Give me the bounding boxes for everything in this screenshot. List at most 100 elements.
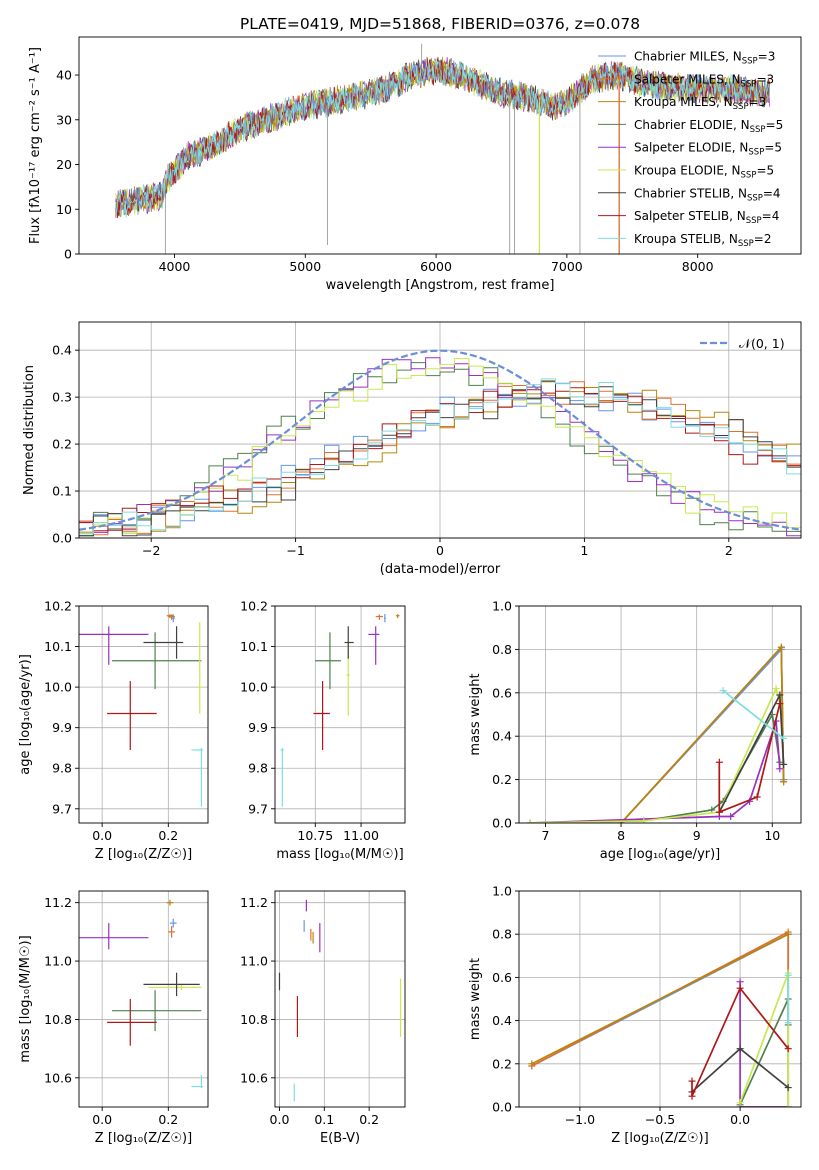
y-axis-label: mass weight <box>468 958 483 1040</box>
axes-frame <box>78 36 802 255</box>
x-axis-label: age [log₁₀(age/yr)] <box>600 847 721 862</box>
axes-frame <box>518 605 802 824</box>
normal-curve <box>79 349 801 531</box>
x-tick-label: 0.0 <box>270 1112 290 1127</box>
y-tick-label: 10 <box>56 202 72 217</box>
y-axis-label: mass weight <box>468 673 483 755</box>
y-tick-label: 0.0 <box>52 531 72 546</box>
x-tick-label: 7000 <box>551 259 583 274</box>
y-tick-label: 10.2 <box>240 599 268 614</box>
ebv_mass-panel: 0.0 0.1 0.2 10.6 10.8 11.0 11.2 E(B-V) <box>240 890 406 1146</box>
x-tick-label: 9 <box>693 828 701 843</box>
axes-frame <box>274 605 406 824</box>
x-axis-label: (data-model)/error <box>380 562 501 577</box>
y-tick-label: 0.2 <box>492 1056 512 1071</box>
x-tick-label: 1 <box>580 543 588 558</box>
figure-title: PLATE=0419, MJD=51868, FIBERID=0376, z=0… <box>240 15 640 33</box>
x-tick-label: 0 <box>436 543 444 558</box>
y-tick-label: 9.7 <box>52 801 72 816</box>
x-tick-label: 6000 <box>420 259 452 274</box>
y-tick-label: 10.8 <box>240 1012 268 1027</box>
y-tick-label: 1.0 <box>492 599 512 614</box>
mass_age-panel: 10.75 11.00 9.7 9.8 9.9 10.0 10.1 10.2 mass [log… <box>240 599 406 862</box>
x-tick-label: −1 <box>286 543 304 558</box>
axes-frame <box>274 890 406 1108</box>
x-axis-label: Z [log₁₀(Z/Z☉)] <box>611 1131 708 1146</box>
y-tick-label: 0.8 <box>492 927 512 942</box>
y-axis-label: age [log₁₀(age/yr)] <box>18 654 33 775</box>
x-tick-label: 10 <box>764 828 780 843</box>
x-axis-label: mass [log₁₀(M/M☉)] <box>276 847 403 862</box>
z_weight-panel: −1.0 −0.5 0.0 0.0 0.2 0.4 0.6 0.8 1.0 Z [log₁₀(Z/… <box>468 884 802 1146</box>
weight-line <box>739 998 790 1106</box>
x-tick-label: −1.0 <box>565 1112 595 1127</box>
x-tick-label: −0.5 <box>645 1112 675 1127</box>
axes-frame <box>78 605 209 824</box>
y-tick-label: 10.2 <box>44 599 72 614</box>
legend-label: Chabrier STELIB, NSSP=4 <box>634 186 781 203</box>
residuals-panel: −2 −1 0 1 2 0.0 0.1 0.2 0.3 0.4 (data-model)/error… <box>22 321 802 577</box>
age_weight-plot-area <box>526 643 788 823</box>
spectrum-line <box>115 57 770 218</box>
y-axis-label: mass [log₁₀(M/M☉)] <box>18 935 33 1062</box>
histogram-step <box>79 358 801 535</box>
spectrum-panel: 4000 5000 6000 7000 8000 0 10 20 30 40 wavelength … <box>28 36 802 293</box>
legend-label: 𝒩(0, 1) <box>739 336 785 351</box>
legend-label: Salpeter ELODIE, NSSP=5 <box>634 141 782 158</box>
weight-line <box>691 986 789 1097</box>
legend-label: Salpeter STELIB, NSSP=4 <box>634 209 779 226</box>
y-tick-label: 9.8 <box>52 761 72 776</box>
y-tick-label: 9.8 <box>248 761 268 776</box>
legend-label: Chabrier ELODIE, NSSP=5 <box>634 118 783 135</box>
y-tick-label: 0.8 <box>492 642 512 657</box>
x-axis-label: Z [log₁₀(Z/Z☉)] <box>95 1131 192 1146</box>
histogram-step <box>79 357 801 537</box>
y-tick-label: 10.6 <box>240 1070 268 1085</box>
y-tick-label: 11.0 <box>240 954 268 969</box>
weight-line <box>722 689 785 740</box>
y-tick-label: 0.4 <box>52 343 72 358</box>
spectrum-plot-area <box>115 43 770 254</box>
y-tick-label: 0.3 <box>52 390 72 405</box>
x-tick-label: 5000 <box>289 259 321 274</box>
y-tick-label: 10.0 <box>240 680 268 695</box>
weight-line <box>531 933 789 1065</box>
y-tick-label: 0 <box>64 247 72 262</box>
y-tick-label: 0.6 <box>492 970 512 985</box>
x-tick-label: 2 <box>725 543 733 558</box>
y-tick-label: 11.2 <box>240 895 268 910</box>
x-tick-label: 11.00 <box>343 828 379 843</box>
y-tick-label: 11.0 <box>44 954 72 969</box>
y-tick-label: 0.0 <box>492 816 512 831</box>
y-tick-label: 0.2 <box>52 437 72 452</box>
y-tick-label: 10.1 <box>44 639 72 654</box>
x-axis-label: Z [log₁₀(Z/Z☉)] <box>95 847 192 862</box>
x-axis-label: wavelength [Angstrom, rest frame] <box>326 278 555 293</box>
x-tick-label: −2 <box>142 543 160 558</box>
x-tick-label: 7 <box>541 828 549 843</box>
age_weight-panel: 7 8 9 10 0.0 0.2 0.4 0.6 0.8 1.0 age [log₁₀(age/yr… <box>468 599 802 862</box>
legend-label: Kroupa MILES, NSSP=3 <box>634 95 766 112</box>
weight-line <box>739 981 789 1107</box>
x-tick-label: 0.1 <box>314 1112 334 1127</box>
spectrum-line <box>115 57 770 219</box>
histogram-step <box>79 378 801 535</box>
y-tick-label: 0.2 <box>492 772 512 787</box>
x-axis-label: E(B-V) <box>320 1131 360 1146</box>
mass_age-plot-area <box>280 614 400 807</box>
y-tick-label: 10.6 <box>44 1070 72 1085</box>
z_weight-plot-area <box>528 928 792 1107</box>
y-tick-label: 10.0 <box>44 680 72 695</box>
axes-frame <box>78 890 209 1108</box>
weight-line <box>530 720 781 823</box>
z_age-panel: 0.0 0.2 9.7 9.8 9.9 10.0 10.1 10.2 Z [log₁₀(Z/Z☉… <box>18 599 209 862</box>
ebv_mass-plot-area <box>278 899 402 1102</box>
histogram-step <box>79 362 801 537</box>
x-tick-label: 10.75 <box>297 828 333 843</box>
x-tick-label: 0.0 <box>92 828 112 843</box>
y-tick-label: 0.6 <box>492 685 512 700</box>
y-tick-label: 1.0 <box>492 884 512 899</box>
y-tick-label: 9.9 <box>248 720 268 735</box>
y-tick-label: 11.2 <box>44 895 72 910</box>
